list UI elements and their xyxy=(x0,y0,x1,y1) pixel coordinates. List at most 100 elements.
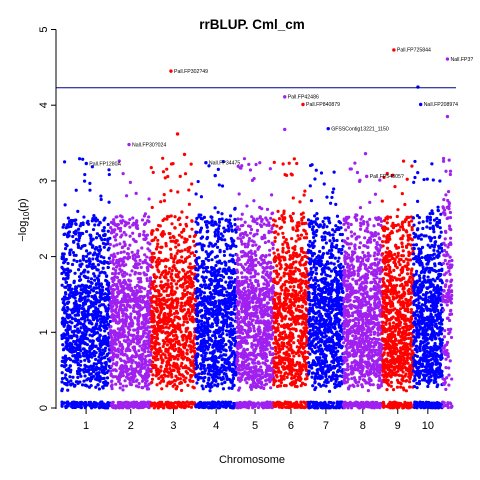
snp-point xyxy=(214,279,218,283)
snp-point xyxy=(60,271,64,276)
snp-point xyxy=(118,264,122,268)
snp-point xyxy=(156,357,160,361)
snp-point xyxy=(157,342,161,346)
snp-point xyxy=(152,279,157,284)
snp-point xyxy=(68,251,72,255)
snp-point xyxy=(138,344,142,348)
snp-point xyxy=(131,223,135,227)
snp-point xyxy=(138,304,142,308)
snp-point xyxy=(71,402,75,406)
snp-point xyxy=(119,219,123,223)
snp-point xyxy=(62,359,66,363)
snp-point xyxy=(106,222,110,227)
snp-point xyxy=(93,294,97,298)
snp-point xyxy=(140,246,144,250)
snp-point xyxy=(69,379,73,383)
snp-point xyxy=(225,333,229,337)
snp-point xyxy=(101,285,105,289)
snp-point xyxy=(165,286,169,290)
snp-point xyxy=(83,268,87,272)
snp-point xyxy=(114,406,118,410)
snp-point xyxy=(186,249,190,253)
snp-point xyxy=(145,370,149,375)
snp-point xyxy=(155,372,159,376)
snp-point xyxy=(145,339,149,343)
snp-point xyxy=(74,340,78,344)
snp-point xyxy=(94,351,98,355)
snp-point xyxy=(199,226,204,230)
snp-point xyxy=(94,311,98,315)
snp-point xyxy=(200,371,204,376)
snp-point xyxy=(162,296,166,300)
snp-point xyxy=(202,278,206,282)
snp-point xyxy=(89,236,93,240)
snp-point xyxy=(114,268,118,273)
snp-point xyxy=(70,221,74,225)
snp-point xyxy=(205,236,209,241)
snp-point xyxy=(223,269,227,273)
snp-point xyxy=(118,307,122,311)
snp-point xyxy=(185,215,189,219)
snp-point xyxy=(199,195,204,199)
snp-point xyxy=(92,265,96,270)
snp-point xyxy=(147,197,151,201)
snp-point xyxy=(162,269,166,274)
snp-point xyxy=(74,286,79,290)
snp-point xyxy=(95,300,99,304)
snp-point xyxy=(189,347,193,351)
snp-point xyxy=(77,157,82,161)
snp-point xyxy=(154,336,158,340)
snp-point xyxy=(222,364,226,368)
snp-point xyxy=(224,329,229,333)
snp-point xyxy=(161,170,166,174)
snp-point xyxy=(170,276,174,280)
snp-point xyxy=(265,400,269,404)
snp-point xyxy=(141,295,145,299)
snp-point xyxy=(162,289,166,293)
snp-point xyxy=(188,265,192,270)
snp-point xyxy=(65,342,69,346)
snp-point xyxy=(132,400,136,404)
snp-point xyxy=(134,304,139,308)
snp-point xyxy=(66,388,70,392)
snp-point xyxy=(123,379,127,383)
snp-point xyxy=(63,381,67,386)
snp-point xyxy=(155,331,159,336)
snp-point xyxy=(207,221,211,225)
snp-point xyxy=(121,274,125,278)
snp-point xyxy=(86,309,90,313)
snp-point xyxy=(128,328,132,332)
snp-point xyxy=(87,365,91,369)
snp-point xyxy=(128,372,132,376)
snp-point xyxy=(104,297,108,301)
snp-point xyxy=(103,233,107,237)
snp-point xyxy=(112,244,116,248)
snp-point xyxy=(76,358,80,362)
snp-point xyxy=(146,309,150,313)
snp-point xyxy=(254,346,258,351)
snp-point xyxy=(216,292,220,296)
snp-point xyxy=(67,356,71,361)
snp-point xyxy=(88,333,92,337)
snp-point xyxy=(122,230,126,235)
snp-point xyxy=(141,385,145,390)
snp-point xyxy=(103,356,107,360)
snp-point xyxy=(80,262,84,266)
snp-point xyxy=(170,268,174,273)
snp-point xyxy=(106,229,110,233)
snp-point xyxy=(102,226,106,230)
snp-point xyxy=(206,310,210,314)
snp-point xyxy=(204,283,208,287)
snp-point xyxy=(105,376,110,380)
snp-point xyxy=(145,277,149,281)
snp-point xyxy=(160,307,164,312)
snp-point xyxy=(185,299,189,304)
snp-point xyxy=(250,374,254,378)
snp-point xyxy=(164,315,168,319)
snp-point xyxy=(129,364,133,368)
snp-point xyxy=(71,234,75,239)
snp-point xyxy=(221,302,225,306)
snp-point xyxy=(236,376,241,380)
snp-point xyxy=(134,403,138,407)
snp-point xyxy=(210,365,214,369)
